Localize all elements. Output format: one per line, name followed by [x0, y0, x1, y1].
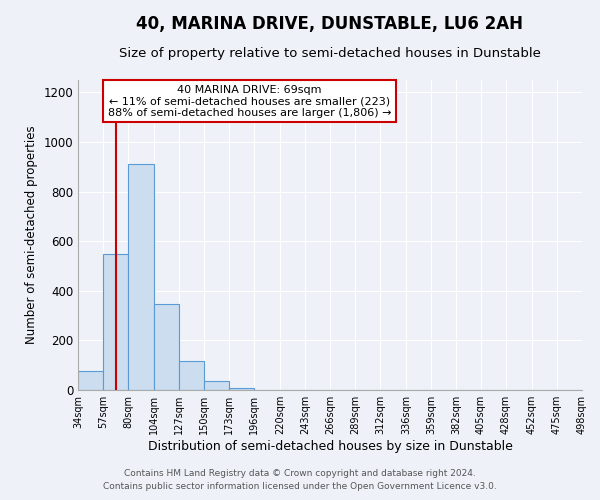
- Bar: [78, 372, 103, 390]
- Bar: [103, 254, 128, 390]
- Text: Size of property relative to semi-detached houses in Dunstable: Size of property relative to semi-detach…: [119, 48, 541, 60]
- Text: 40 MARINA DRIVE: 69sqm
← 11% of semi-detached houses are smaller (223)
88% of se: 40 MARINA DRIVE: 69sqm ← 11% of semi-det…: [107, 84, 391, 118]
- Bar: [128, 164, 154, 390]
- Bar: [229, 388, 254, 390]
- Text: Contains HM Land Registry data © Crown copyright and database right 2024.: Contains HM Land Registry data © Crown c…: [124, 468, 476, 477]
- X-axis label: Distribution of semi-detached houses by size in Dunstable: Distribution of semi-detached houses by …: [148, 440, 512, 453]
- Text: Contains public sector information licensed under the Open Government Licence v3: Contains public sector information licen…: [103, 482, 497, 491]
- Y-axis label: Number of semi-detached properties: Number of semi-detached properties: [25, 126, 38, 344]
- Bar: [179, 362, 204, 390]
- Text: 40, MARINA DRIVE, DUNSTABLE, LU6 2AH: 40, MARINA DRIVE, DUNSTABLE, LU6 2AH: [137, 15, 523, 33]
- Bar: [204, 380, 229, 390]
- Bar: [154, 304, 179, 390]
